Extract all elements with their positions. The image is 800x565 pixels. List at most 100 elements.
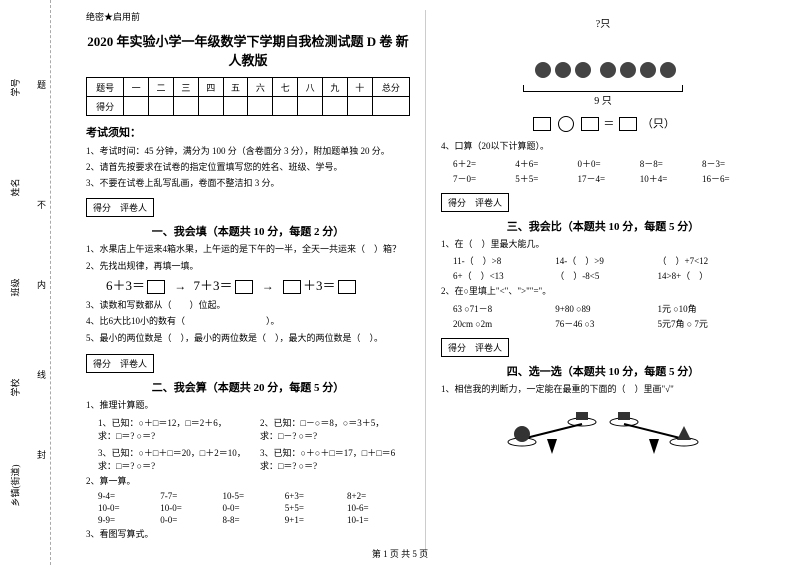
calc-item: 8－3= xyxy=(702,157,762,170)
eq-part: ＋3＝ xyxy=(303,278,336,293)
calc-item: 6+3= xyxy=(285,491,345,501)
arrow-icon: → xyxy=(174,279,186,293)
q2-4: 4、口算（20以下计算题）。 xyxy=(441,140,765,154)
score-table: 题号 一 二 三 四 五 六 七 八 九 十 总分 得分 xyxy=(86,77,410,116)
q2-1-3b: 求：□＝? ○＝? xyxy=(98,459,248,472)
calc-item: 8+2= xyxy=(347,491,407,501)
calc-item: 7－0= xyxy=(453,172,513,185)
calc-item: 14-（ ）>9 xyxy=(555,254,655,267)
table-header: 三 xyxy=(173,78,198,97)
q1-3: 3、读数和写数都从（ ）位起。 xyxy=(86,299,410,313)
q2-1: 1、推理计算题。 xyxy=(86,399,410,413)
calc-item: 7-7= xyxy=(160,491,220,501)
scales-illustration xyxy=(441,404,765,457)
table-header: 总分 xyxy=(372,78,409,97)
bind-label-id: 学号 xyxy=(9,78,22,96)
table-header: 五 xyxy=(223,78,248,97)
left-column: 绝密★启用前 2020 年实验小学一年级数学下学期自我检测试题 D 卷 新人教版… xyxy=(71,10,426,555)
calc-item: 9+1= xyxy=(285,515,345,525)
bind-mark: 封 xyxy=(35,450,48,459)
unit-label: （只） xyxy=(642,118,675,130)
q1-4: 4、比6大比10小的数有（ ）。 xyxy=(86,315,410,329)
bind-mark: 题 xyxy=(35,80,48,89)
answer-box xyxy=(147,280,165,294)
calc-item: 10-0= xyxy=(160,503,220,513)
table-header: 六 xyxy=(248,78,273,97)
calc-item: 10-0= xyxy=(98,503,158,513)
bind-mark: 线 xyxy=(35,370,48,379)
score-box: 得分 评卷人 xyxy=(86,354,154,373)
calc-item: 9-9= xyxy=(98,515,158,525)
score-box: 得分 评卷人 xyxy=(441,193,509,212)
calc-item: 76－46 ○3 xyxy=(555,317,655,330)
bind-label-class: 班级 xyxy=(9,278,22,296)
q3-1: 1、在（ ）里最大能几。 xyxy=(441,238,765,252)
calc-item: （ ）-8<5 xyxy=(555,269,655,282)
table-header: 七 xyxy=(273,78,298,97)
section-1-title: 一、我会填（本题共 10 分，每题 2 分） xyxy=(86,223,410,239)
arrow-icon: → xyxy=(262,279,274,293)
calc-item: 8－8= xyxy=(640,157,700,170)
bind-mark: 内 xyxy=(35,280,48,289)
eq-part: 7＋3＝ xyxy=(194,278,233,293)
calc-row: 63 ○71－8 9+80 ○89 1元 ○10角 xyxy=(453,302,765,315)
calc-item: （ ）+7<12 xyxy=(658,254,758,267)
calc-item: 9+80 ○89 xyxy=(555,304,655,314)
table-header: 四 xyxy=(198,78,223,97)
calc-row: 6+（ ）<13 （ ）-8<5 14>8+（ ） xyxy=(453,269,765,282)
illustration-label: ?只 xyxy=(441,15,765,30)
bind-label-township: 乡镇(街道) xyxy=(9,465,22,507)
notice-item: 1、考试时间：45 分钟，满分为 100 分（含卷面分 3 分），附加题单独 2… xyxy=(86,144,410,157)
calc-item: 5＋5= xyxy=(515,172,575,185)
calc-item: 9-4= xyxy=(98,491,158,501)
table-header: 九 xyxy=(323,78,348,97)
bind-label-school: 学校 xyxy=(9,378,22,396)
q2-1-1b: 求：□＝? ○＝? xyxy=(98,429,248,442)
q1-2-eq: 6＋3＝ → 7＋3＝ → ＋3＝ xyxy=(106,276,410,296)
binding-margin: 乡镇(街道) 学校 班级 姓名 学号 封 线 内 不 题 xyxy=(0,0,51,565)
calc-row: 20cm ○2m 76－46 ○3 5元7角 ○ 7元 xyxy=(453,317,765,330)
table-header: 二 xyxy=(149,78,174,97)
calc-item: 1元 ○10角 xyxy=(658,302,758,315)
secret-label: 绝密★启用前 xyxy=(86,10,410,23)
section-4-title: 四、选一选（本题共 10 分，每题 5 分） xyxy=(441,363,765,379)
table-header: 十 xyxy=(347,78,372,97)
section-3-title: 三、我会比（本题共 10 分，每题 5 分） xyxy=(441,218,765,234)
bind-label-name: 姓名 xyxy=(9,178,22,196)
q2-3: 3、看图写算式。 xyxy=(86,528,410,542)
answer-box xyxy=(235,280,253,294)
calc-item: 6＋2= xyxy=(453,157,513,170)
calc-item: 16－6= xyxy=(702,172,762,185)
q2-1-2b: 求：□－? ○＝? xyxy=(260,429,410,442)
equation-line: ＝ （只） xyxy=(441,115,765,132)
bind-mark: 不 xyxy=(35,200,48,209)
answer-box xyxy=(338,280,356,294)
answer-box xyxy=(619,117,637,131)
calc-item: 63 ○71－8 xyxy=(453,302,553,315)
q1-2: 2、先找出规律，再填一填。 xyxy=(86,260,410,274)
score-box: 得分 评卷人 xyxy=(441,338,509,357)
q2-1-3a: 3、已知：○＋□＋□＝20，□＋2＝10， xyxy=(98,446,248,459)
calc-item: 14>8+（ ） xyxy=(658,269,758,282)
calc-item: 4＋6= xyxy=(515,157,575,170)
answer-box xyxy=(533,117,551,131)
calc-item: 10-1= xyxy=(347,515,407,525)
calc-row: 11-（ ）>8 14-（ ）>9 （ ）+7<12 xyxy=(453,254,765,267)
notice-item: 3、不要在试卷上乱写乱画，卷面不整洁扣 3 分。 xyxy=(86,176,410,189)
calc-item: 20cm ○2m xyxy=(453,319,553,329)
section-2-title: 二、我会算（本题共 20 分，每题 5 分） xyxy=(86,379,410,395)
animals-illustration: ?只 9 只 xyxy=(441,15,765,107)
calc-item: 17－4= xyxy=(578,172,638,185)
notice-item: 2、请首先按要求在试卷的指定位置填写您的姓名、班级、学号。 xyxy=(86,160,410,173)
table-header: 八 xyxy=(298,78,323,97)
answer-box xyxy=(581,117,599,131)
animals-svg xyxy=(523,30,683,85)
scale-right-icon xyxy=(604,404,704,454)
score-box: 得分 评卷人 xyxy=(86,198,154,217)
calc-item: 5元7角 ○ 7元 xyxy=(658,317,758,330)
q4-1: 1、相信我的判断力，一定能在最重的下面的（ ）里画"√" xyxy=(441,383,765,397)
calc-item: 10-5= xyxy=(223,491,283,501)
q2-2: 2、算一算。 xyxy=(86,475,410,489)
calc-item: 8-8= xyxy=(223,515,283,525)
notice-title: 考试须知： xyxy=(86,124,410,140)
